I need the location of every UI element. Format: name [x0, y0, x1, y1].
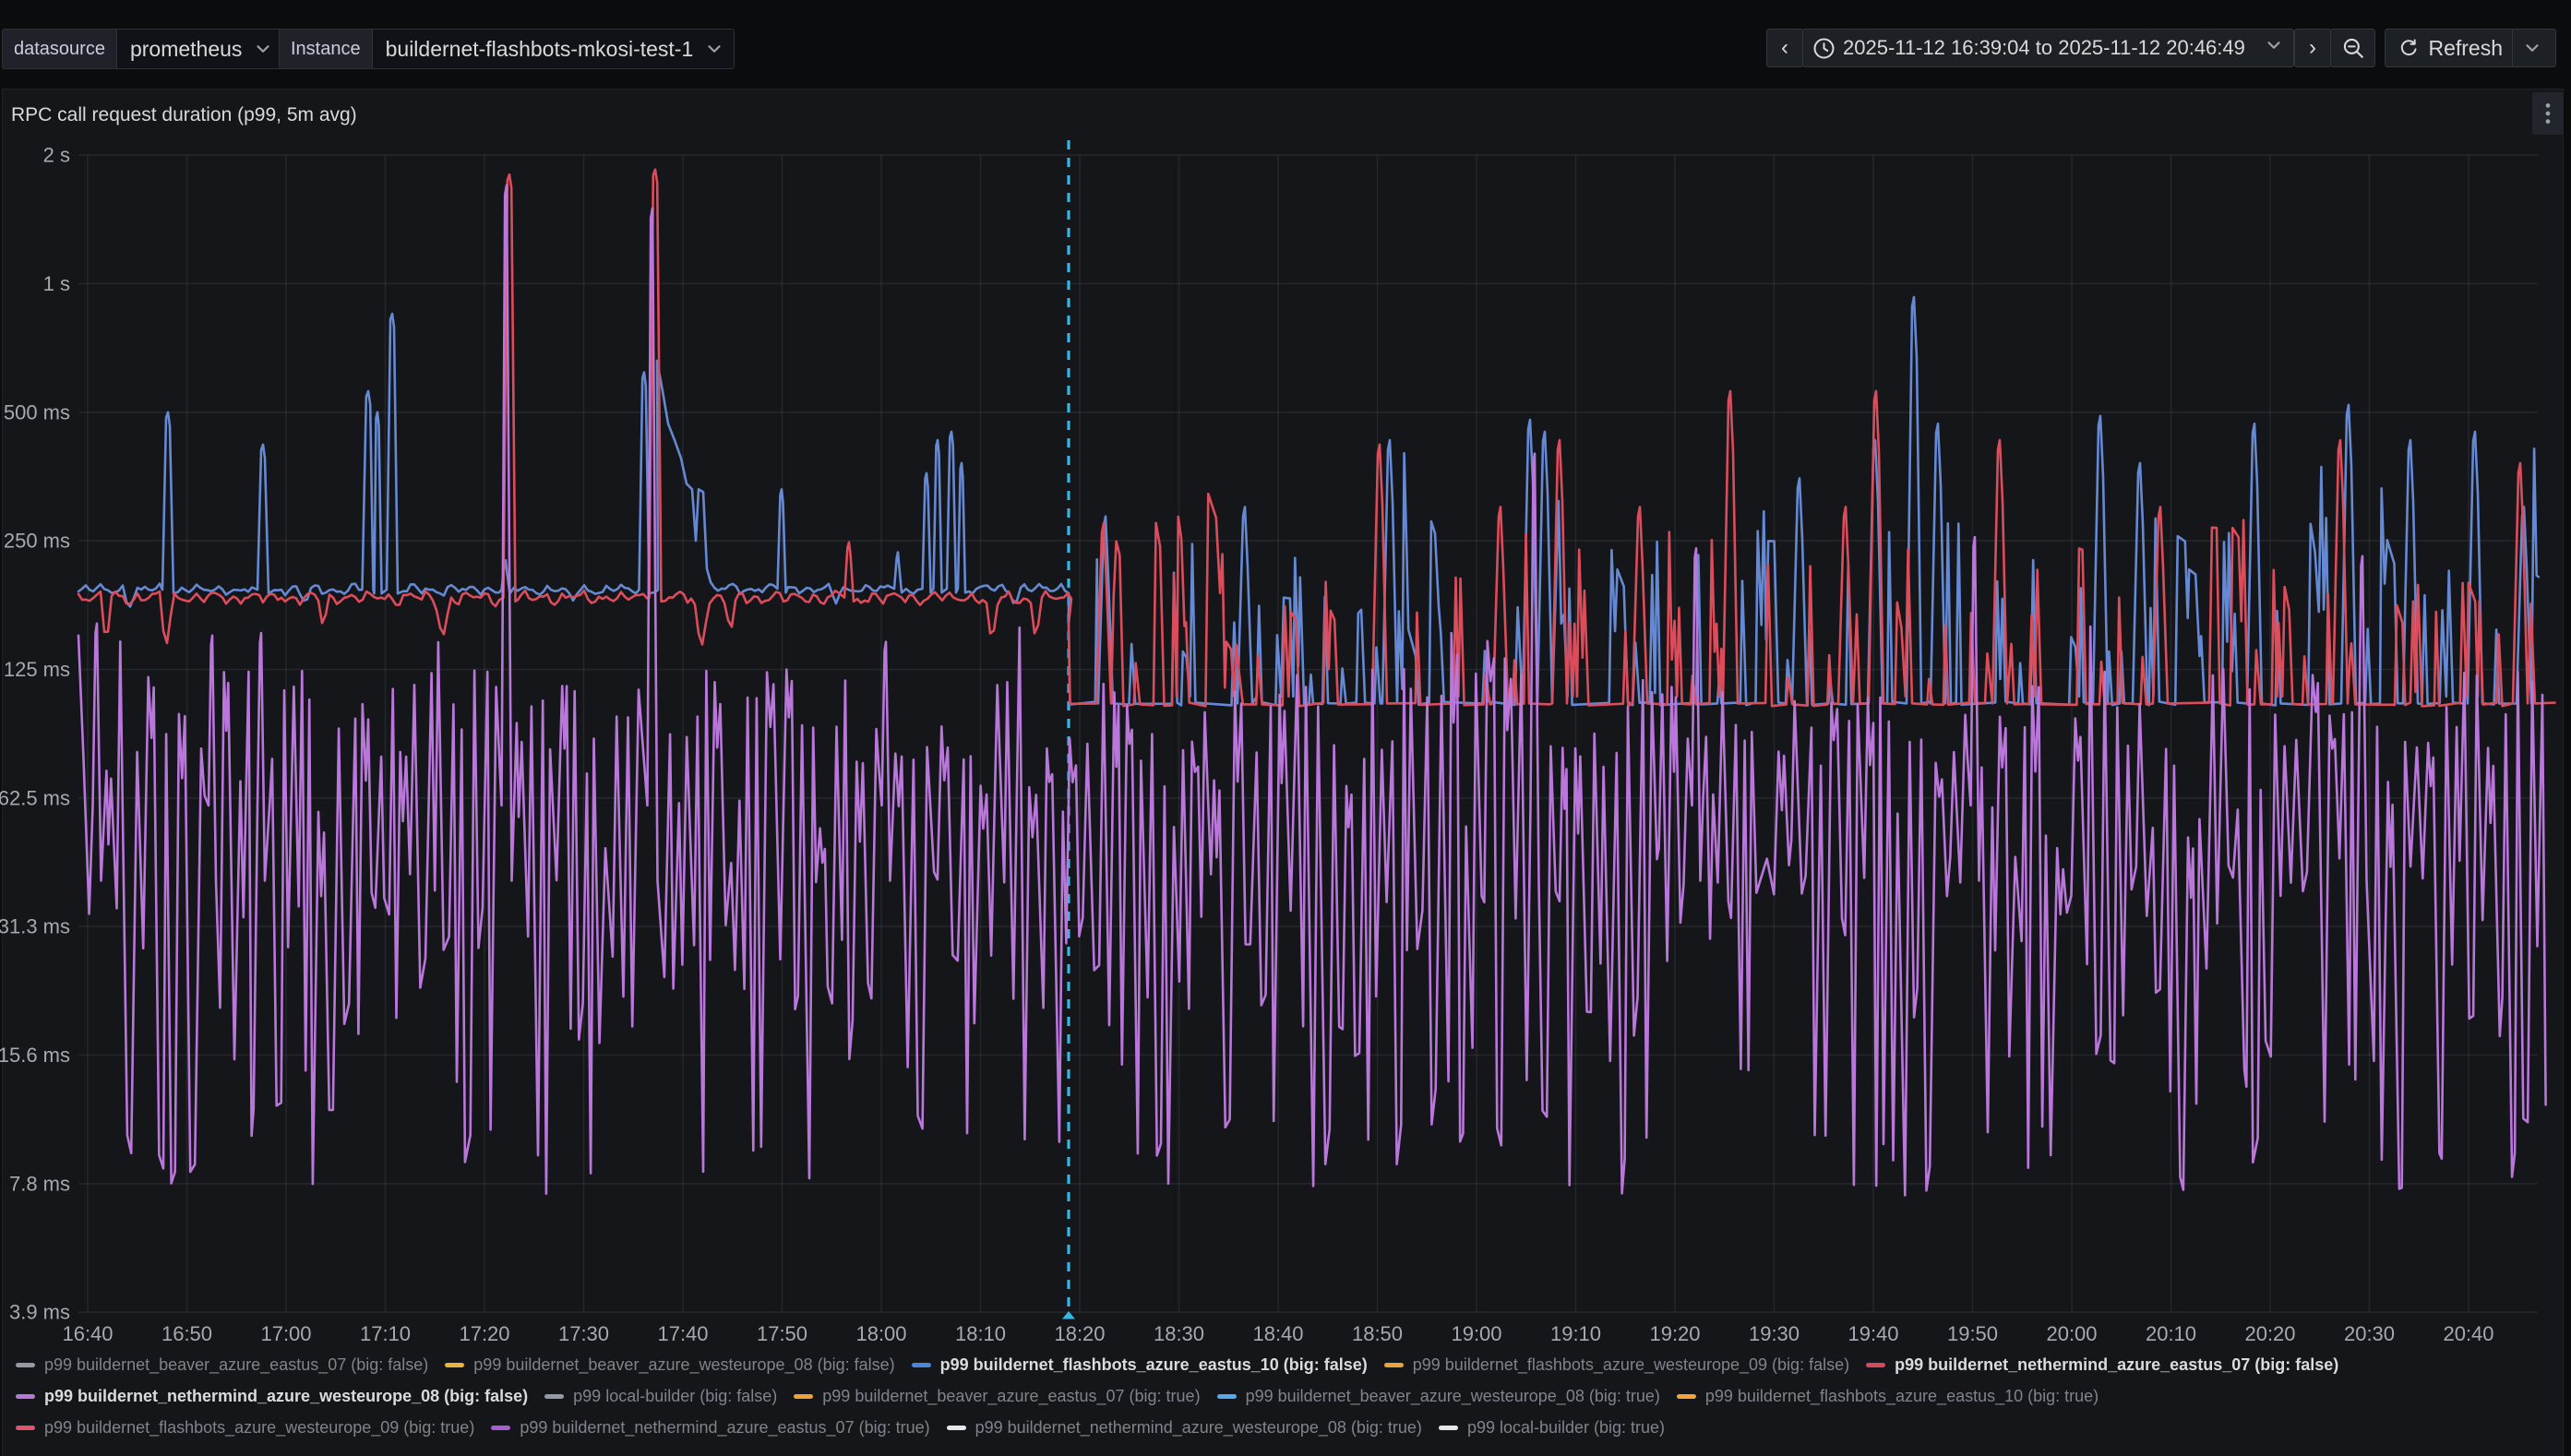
svg-text:20:00: 20:00 [2046, 1322, 2097, 1345]
svg-text:20:20: 20:20 [2244, 1322, 2295, 1345]
svg-text:19:30: 19:30 [1749, 1322, 1800, 1345]
svg-text:18:30: 18:30 [1154, 1322, 1204, 1345]
svg-text:17:50: 17:50 [757, 1322, 807, 1345]
svg-text:125 ms: 125 ms [4, 658, 70, 681]
svg-text:18:20: 18:20 [1054, 1322, 1105, 1345]
svg-text:18:50: 18:50 [1352, 1322, 1403, 1345]
svg-text:7.8 ms: 7.8 ms [9, 1172, 70, 1195]
svg-text:18:40: 18:40 [1252, 1322, 1303, 1345]
svg-text:18:00: 18:00 [855, 1322, 906, 1345]
svg-text:19:40: 19:40 [1848, 1322, 1898, 1345]
svg-text:62.5 ms: 62.5 ms [0, 786, 70, 809]
svg-text:20:10: 20:10 [2146, 1322, 2196, 1345]
svg-text:19:20: 19:20 [1649, 1322, 1700, 1345]
svg-text:19:50: 19:50 [1947, 1322, 1998, 1345]
svg-text:18:10: 18:10 [955, 1322, 1006, 1345]
svg-text:15.6 ms: 15.6 ms [0, 1044, 70, 1067]
svg-text:17:30: 17:30 [558, 1322, 609, 1345]
svg-text:20:40: 20:40 [2443, 1322, 2493, 1345]
svg-text:19:10: 19:10 [1550, 1322, 1601, 1345]
svg-text:250 ms: 250 ms [4, 530, 70, 553]
svg-text:17:40: 17:40 [657, 1322, 708, 1345]
svg-text:20:30: 20:30 [2344, 1322, 2395, 1345]
svg-text:31.3 ms: 31.3 ms [0, 915, 70, 938]
svg-text:19:00: 19:00 [1451, 1322, 1501, 1345]
svg-text:3.9 ms: 3.9 ms [9, 1301, 70, 1324]
svg-text:16:50: 16:50 [161, 1322, 212, 1345]
svg-text:16:40: 16:40 [62, 1322, 113, 1345]
svg-text:500 ms: 500 ms [4, 400, 70, 424]
svg-text:17:00: 17:00 [260, 1322, 311, 1345]
svg-text:1 s: 1 s [43, 272, 70, 295]
svg-text:2 s: 2 s [43, 144, 70, 167]
svg-text:17:20: 17:20 [459, 1322, 509, 1345]
svg-text:17:10: 17:10 [360, 1322, 411, 1345]
